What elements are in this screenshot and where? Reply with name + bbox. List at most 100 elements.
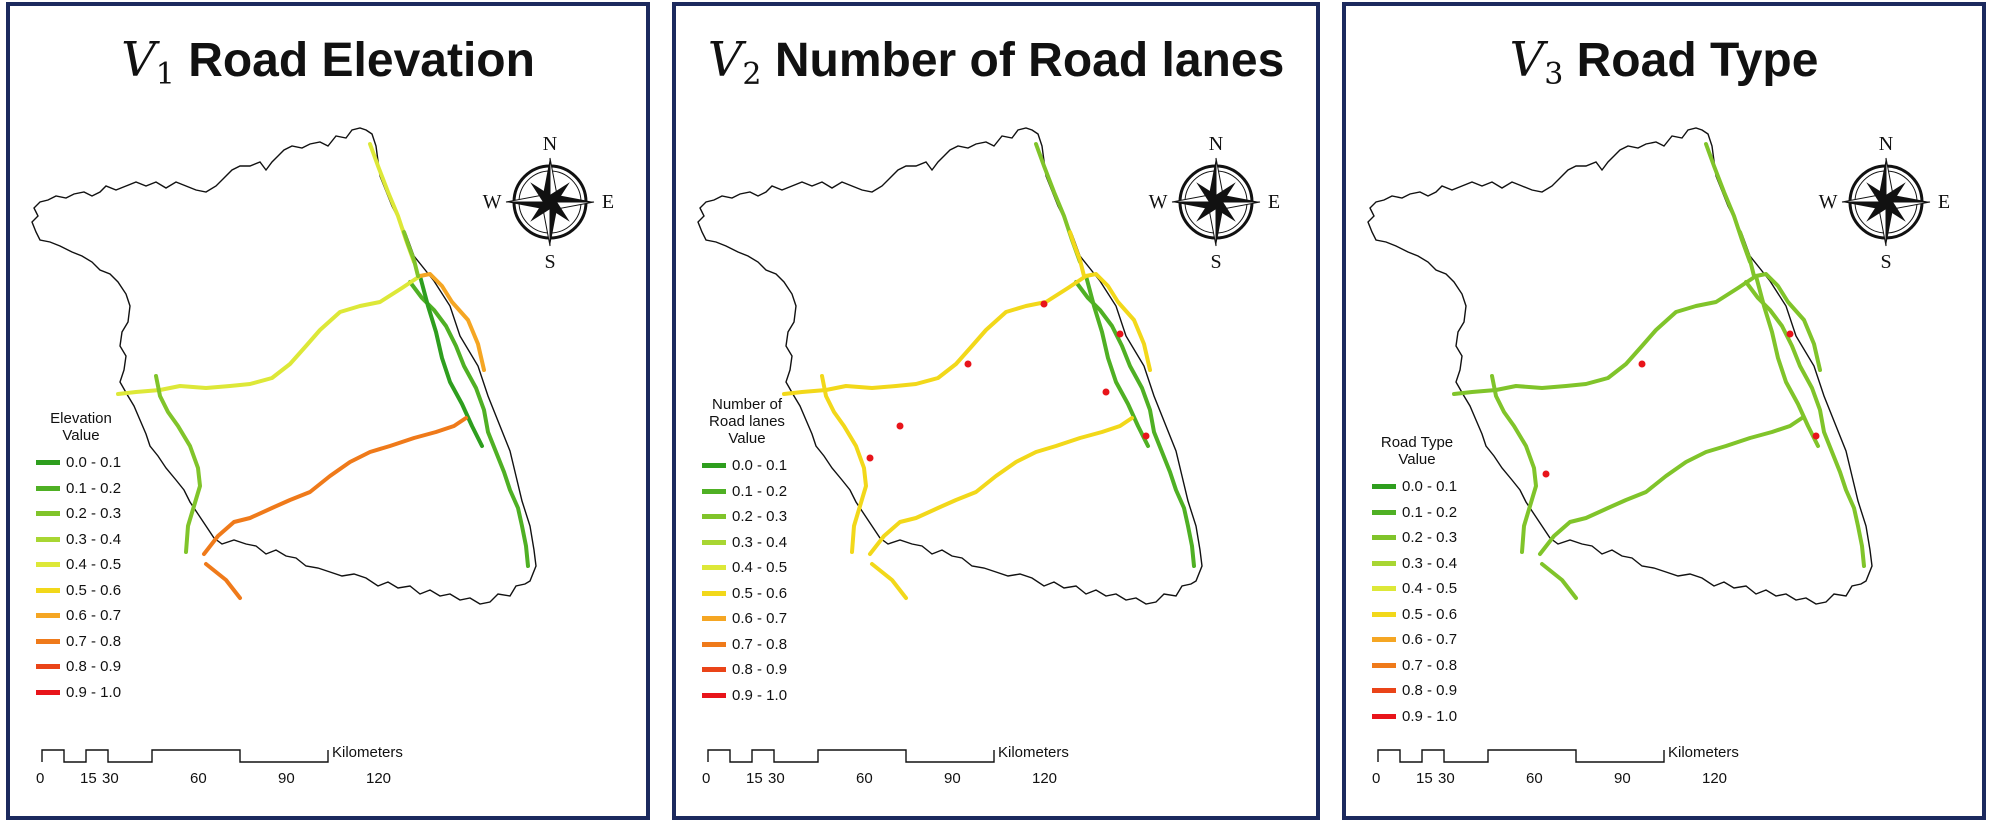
legend-swatch [36, 613, 60, 619]
compass-label-e: E [602, 191, 614, 213]
legend-label: 0.7 - 0.8 [732, 635, 788, 653]
legend-item: 0.5 - 0.6 [1372, 602, 1462, 628]
road-segment [154, 374, 202, 554]
legend-swatch [1372, 637, 1396, 643]
legend-label: 0.5 - 0.6 [66, 581, 122, 599]
legend-item: 0.0 - 0.1 [1372, 474, 1462, 500]
legend-item: 0.8 - 0.9 [702, 657, 792, 683]
scale-tick-label: 120 [1702, 770, 1728, 787]
legend-swatch [36, 689, 60, 695]
legend-swatch [36, 485, 60, 491]
road-segment [202, 416, 468, 556]
legend-label: 0.2 - 0.3 [732, 508, 788, 526]
legend-item: 0.3 - 0.4 [1372, 551, 1462, 577]
legend-swatch [1372, 688, 1396, 694]
scale-bar [1377, 749, 1665, 763]
legend-swatch [702, 590, 726, 596]
legend-swatch [1372, 560, 1396, 566]
legend-item: 0.6 - 0.7 [702, 606, 792, 632]
legend-item: 0.7 - 0.8 [1372, 653, 1462, 679]
compass-rose-icon: N S E W [483, 133, 615, 273]
scale-tick-label: 90 [944, 770, 961, 787]
legend-swatch [702, 488, 726, 494]
road-hotspot [1116, 330, 1124, 338]
compass-label-w: W [1149, 191, 1168, 213]
title-variable: V [1509, 32, 1545, 88]
road-segment [1744, 280, 1866, 568]
legend-label: 0.8 - 0.9 [732, 661, 788, 679]
legend-label: 0.4 - 0.5 [66, 556, 122, 574]
legend-label: 0.0 - 0.1 [732, 457, 788, 475]
legend-swatch [36, 511, 60, 517]
road-segment [868, 416, 1134, 556]
region-boundary [31, 127, 537, 605]
title-text: Road Elevation [188, 34, 535, 87]
legend-swatch [702, 667, 726, 673]
scale-tick-label: 15 [80, 770, 97, 787]
compass-label-s: S [1210, 251, 1221, 273]
compass-label-n: N [543, 133, 557, 155]
legend-label: 0.4 - 0.5 [732, 559, 788, 577]
scale-tick-label: 90 [278, 770, 295, 787]
compass-label-s: S [544, 251, 555, 273]
legend-item: 0.4 - 0.5 [702, 555, 792, 581]
legend-label: 0.2 - 0.3 [66, 505, 122, 523]
legend-label: 0.8 - 0.9 [66, 658, 122, 676]
road-segment [1738, 230, 1756, 278]
legend-swatch [702, 692, 726, 698]
compass-label-n: N [1879, 133, 1893, 155]
legend-label: 0.9 - 1.0 [1402, 707, 1458, 725]
compass-label-e: E [1268, 191, 1280, 213]
legend-label: 0.3 - 0.4 [1402, 554, 1458, 572]
legend-item: 0.8 - 0.9 [1372, 678, 1462, 704]
legend-swatch [1372, 611, 1396, 617]
road-segment [402, 230, 420, 278]
road-segment [1084, 274, 1150, 448]
map-title: V1 Road Elevation [10, 32, 646, 92]
legend-label: 0.9 - 1.0 [732, 686, 788, 704]
legend-swatch [1372, 484, 1396, 490]
road-segment [408, 280, 530, 568]
map-title: V2 Number of Road lanes [676, 32, 1316, 92]
road-segment [870, 562, 908, 600]
legend-title: Elevation Value [50, 410, 112, 444]
title-text: Road Type [1576, 34, 1819, 87]
legend-item: 0.9 - 1.0 [1372, 704, 1462, 730]
legend-title: Number of Road lanes Value [709, 396, 785, 447]
road-hotspot [964, 360, 972, 368]
road-segment [1074, 280, 1196, 568]
compass-rose-icon: N S E W [1149, 133, 1281, 273]
map-canvas: N S E W [1367, 127, 1950, 763]
legend-label: 0.6 - 0.7 [1402, 631, 1458, 649]
legend-item: 0.1 - 0.2 [702, 479, 792, 505]
legend-title: Road Type Value [1380, 434, 1454, 468]
road-segment [1754, 274, 1820, 448]
legend-swatch [1372, 586, 1396, 592]
legend-item: 0.4 - 0.5 [1372, 576, 1462, 602]
region-boundary [697, 127, 1203, 605]
legend-swatch [1372, 713, 1396, 719]
scale-tick-label: 30 [768, 770, 785, 787]
road-hotspot [1040, 300, 1048, 308]
legend-swatch [36, 587, 60, 593]
legend-item: 0.5 - 0.6 [36, 578, 126, 604]
legend-label: 0.9 - 1.0 [66, 683, 122, 701]
scale-tick-label: 120 [366, 770, 392, 787]
scale-tick-label: 30 [102, 770, 119, 787]
scale-tick-label: 0 [1372, 770, 1381, 787]
legend-swatch [36, 664, 60, 670]
compass-label-n: N [1209, 133, 1223, 155]
scale-tick-label: 15 [1416, 770, 1433, 787]
road-hotspot [1786, 330, 1794, 338]
road-segment [418, 274, 484, 448]
legend-label: 0.6 - 0.7 [66, 607, 122, 625]
road-segment [1068, 230, 1086, 278]
legend-swatch [702, 616, 726, 622]
legend-label: 0.7 - 0.8 [1402, 656, 1458, 674]
road-segment [1540, 562, 1578, 600]
scale-tick-label: 60 [190, 770, 207, 787]
legend-swatch [1372, 535, 1396, 541]
title-subscript: 1 [155, 57, 175, 92]
legend-item: 0.7 - 0.8 [36, 629, 126, 655]
road-hotspot [1102, 388, 1110, 396]
